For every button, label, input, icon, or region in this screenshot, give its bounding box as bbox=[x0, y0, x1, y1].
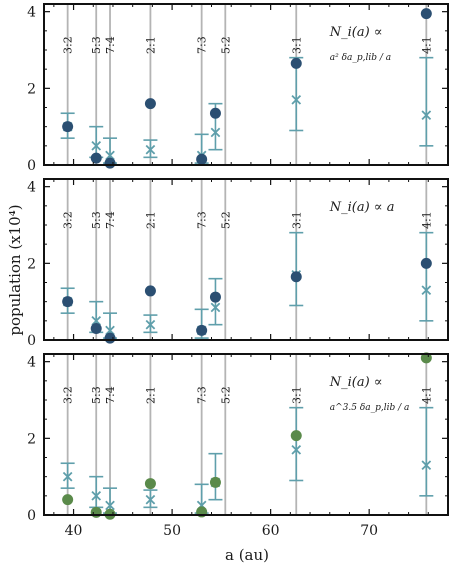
model-point bbox=[144, 98, 156, 110]
resonance-label: 5:2 bbox=[219, 386, 232, 404]
y-tick-label: 4 bbox=[27, 180, 36, 196]
resonance-label: 5:3 bbox=[90, 211, 103, 229]
y-tick-label: 0 bbox=[27, 158, 36, 174]
panel-2: 3:2 5:3 7:4 2:1 7:3 5:2 3:1 4:1 N_i(a) ∝ a 0 2 4 bbox=[27, 178, 449, 349]
chart-panels: 3:2 5:3 7:4 2:1 7:3 5:2 3:1 4:1N_i(a) ∝a² δa_p,… bbox=[27, 3, 449, 539]
observed-marker bbox=[62, 471, 73, 482]
model-point bbox=[144, 478, 156, 490]
model-point bbox=[290, 430, 302, 442]
x-axis-title: a (au) bbox=[225, 546, 269, 564]
resonance-label: 3:2 bbox=[62, 36, 75, 54]
observed-marker bbox=[210, 127, 221, 138]
model-point bbox=[62, 494, 74, 506]
resonance-label: 5:3 bbox=[90, 386, 103, 404]
panel-3: 3:2 5:3 7:4 2:1 7:3 5:2 3:1 4:1 N_i(a) ∝ a^3.5 δa… bbox=[27, 352, 449, 539]
y-tick-label: 0 bbox=[27, 508, 36, 524]
resonance-label: 4:1 bbox=[420, 386, 433, 404]
observed-marker bbox=[145, 319, 156, 330]
model-point bbox=[90, 152, 102, 164]
resonance-label: 7:3 bbox=[196, 36, 209, 54]
resonance-label: 2:1 bbox=[144, 36, 157, 54]
observed-marker bbox=[91, 490, 102, 501]
model-point bbox=[90, 506, 102, 518]
model-point bbox=[209, 291, 221, 303]
panel-annotation: N_i(a) ∝ bbox=[329, 375, 383, 390]
model-point bbox=[420, 257, 432, 269]
resonance-label: 5:2 bbox=[219, 36, 232, 54]
observed-marker bbox=[145, 494, 156, 505]
model-point bbox=[290, 271, 302, 283]
observed-marker bbox=[105, 150, 115, 161]
x-tick-label: 50 bbox=[163, 523, 181, 539]
resonance-label: 7:4 bbox=[104, 211, 117, 229]
observed-marker bbox=[291, 94, 302, 105]
model-point bbox=[90, 323, 102, 334]
x-tick-label: 40 bbox=[65, 523, 83, 539]
observed-marker bbox=[210, 302, 221, 313]
observed-marker bbox=[421, 110, 432, 121]
y-tick-label: 0 bbox=[27, 333, 36, 349]
resonance-label: 7:3 bbox=[196, 211, 209, 229]
x-tick-label: 70 bbox=[360, 523, 378, 539]
observed-marker bbox=[91, 315, 102, 326]
resonance-label: 7:3 bbox=[196, 386, 209, 404]
model-point bbox=[209, 107, 221, 119]
resonance-label: 5:3 bbox=[90, 36, 103, 54]
observed-marker bbox=[91, 140, 102, 151]
model-point bbox=[196, 153, 208, 165]
panel-annotation-formula: a² δa_p,lib / a bbox=[330, 53, 391, 63]
observed-marker bbox=[105, 500, 115, 511]
model-point bbox=[104, 332, 116, 344]
resonance-label: 4:1 bbox=[420, 211, 433, 229]
y-tick-label: 4 bbox=[27, 5, 36, 21]
model-point bbox=[290, 57, 302, 69]
resonance-label: 4:1 bbox=[420, 36, 433, 54]
model-point bbox=[420, 352, 432, 364]
model-point bbox=[62, 296, 74, 308]
resonance-label: 7:4 bbox=[104, 386, 117, 404]
resonance-label: 3:1 bbox=[290, 211, 303, 229]
panel-1: 3:2 5:3 7:4 2:1 7:3 5:2 3:1 4:1 N_i(a) ∝ a² δa_p,… bbox=[27, 3, 449, 174]
resonance-label: 7:4 bbox=[104, 36, 117, 54]
y-tick-label: 4 bbox=[27, 355, 36, 371]
resonance-label: 3:2 bbox=[62, 386, 75, 404]
model-point bbox=[144, 285, 156, 297]
resonance-label: 2:1 bbox=[144, 386, 157, 404]
panel-annotation: N_i(a) ∝ bbox=[329, 25, 383, 40]
y-tick-label: 2 bbox=[27, 256, 36, 272]
resonance-label: 2:1 bbox=[144, 211, 157, 229]
y-axis-title: population (x10⁴) bbox=[6, 204, 24, 335]
panel-frame bbox=[43, 3, 449, 166]
x-tick-label: 60 bbox=[262, 523, 280, 539]
panel-annotation: N_i(a) ∝ a bbox=[329, 200, 395, 215]
resonance-label: 3:1 bbox=[290, 386, 303, 404]
model-point bbox=[209, 476, 221, 488]
panel-frame bbox=[43, 178, 449, 341]
observed-marker bbox=[421, 460, 432, 471]
y-tick-label: 2 bbox=[27, 81, 36, 97]
panel-frame bbox=[43, 353, 449, 516]
observed-marker bbox=[105, 325, 115, 336]
model-point bbox=[104, 157, 116, 169]
model-point bbox=[420, 8, 432, 20]
resonance-label: 3:2 bbox=[62, 211, 75, 229]
y-tick-label: 2 bbox=[27, 431, 36, 447]
model-point bbox=[62, 121, 74, 133]
observed-marker bbox=[145, 144, 156, 155]
observed-marker bbox=[291, 444, 302, 455]
resonance-label: 5:2 bbox=[219, 211, 232, 229]
observed-marker bbox=[421, 285, 432, 296]
model-point bbox=[196, 324, 208, 336]
resonance-label: 3:1 bbox=[290, 36, 303, 54]
panel-annotation-formula: a^3.5 δa_p,lib / a bbox=[330, 403, 410, 413]
